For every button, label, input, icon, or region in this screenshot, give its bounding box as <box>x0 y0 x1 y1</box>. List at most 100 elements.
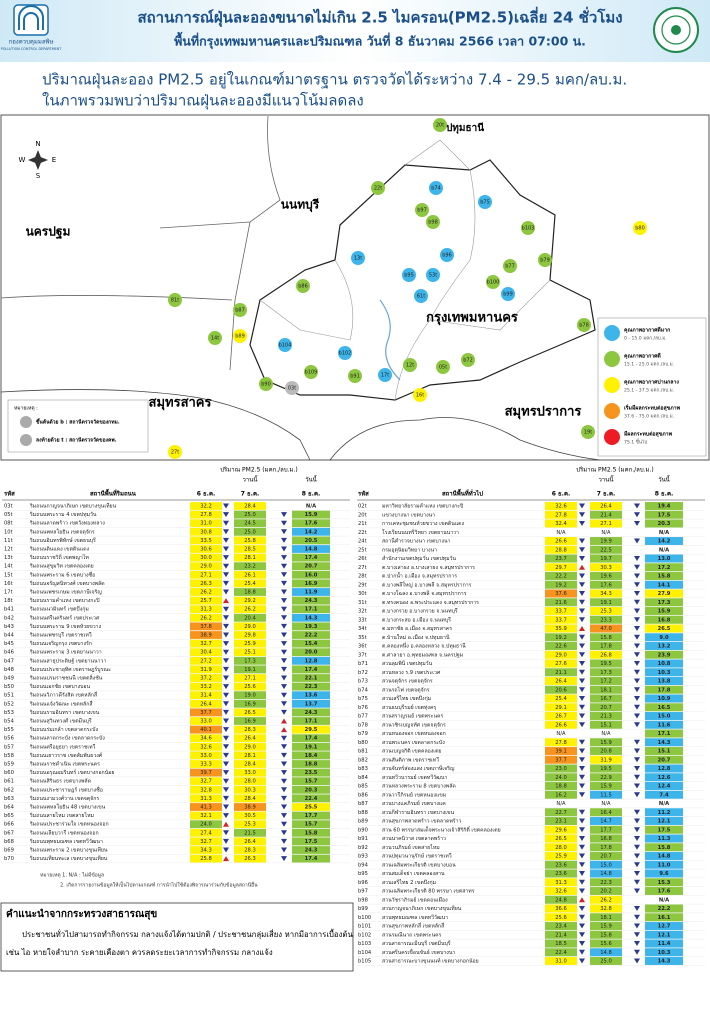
value-cell <box>590 659 622 668</box>
value: 16.9 <box>244 701 256 707</box>
value: 27.8 <box>555 740 567 746</box>
value: 15.9 <box>305 512 318 518</box>
value: N/A <box>659 897 669 903</box>
station-label: b79 <box>540 258 550 264</box>
value-cell <box>234 837 266 846</box>
value-cell <box>234 648 266 657</box>
trend-arrow <box>579 564 585 570</box>
value-cell <box>590 922 622 930</box>
station-code: 17t <box>4 590 13 596</box>
station-code: b90 <box>358 827 368 833</box>
trend-arrow <box>281 709 287 715</box>
value: 31.0 <box>555 959 567 965</box>
value-cell <box>545 650 577 659</box>
station-name: โรงเรียนนนทรีวิทยา เขตยานนาวา <box>382 529 459 536</box>
value-cell <box>190 846 222 854</box>
value: N/A <box>601 530 611 536</box>
trend-arrow <box>281 838 287 844</box>
value-cell <box>292 545 330 553</box>
station-name: ริมถนนสาธุประดิษฐ์ เขตยานนาวา <box>30 657 107 664</box>
value: 15.0 <box>658 714 671 720</box>
value: N/A <box>556 801 566 807</box>
station-name: ริมถนนอินทรพิทักษ์ เขตธนบุรี <box>30 537 96 544</box>
value-cell <box>645 930 683 939</box>
station-name: สวนจตุจักร เขตจตุจักร <box>382 678 433 685</box>
trend-arrow <box>634 766 640 771</box>
trend-arrow <box>634 888 640 894</box>
value: 26.4 <box>555 679 567 685</box>
station-code: 32t <box>358 609 367 615</box>
station-code: 29t <box>358 582 367 588</box>
value: 23.3 <box>600 617 612 623</box>
trend-arrow <box>281 804 287 810</box>
value-cell <box>645 554 683 563</box>
value: 32.6 <box>555 889 567 895</box>
value: 29.5 <box>305 727 318 733</box>
station-name: สวนทวีวนารมย์ เขตทวีวัฒนา <box>382 774 447 781</box>
value-cell <box>292 768 330 777</box>
value-cell <box>645 773 683 782</box>
station-name: ต.ทรงคนอง อ.พระประแดง จ.สมุทรปราการ <box>382 600 479 606</box>
value-cell <box>292 519 330 528</box>
station-code: 18t <box>4 598 13 604</box>
province-label: สมุทรสาคร <box>149 396 212 411</box>
value-cell <box>645 922 683 930</box>
station-code: 08t <box>4 521 13 527</box>
column-header: 7 ธ.ค. <box>241 491 260 498</box>
value: 12.4 <box>658 784 671 790</box>
trend-arrow <box>579 941 585 946</box>
station-marker <box>486 275 500 289</box>
value: 22.6 <box>555 644 567 650</box>
trend-arrow <box>281 701 287 707</box>
station-name: สวนสาธารณะบางขุนนนท์ เขตบางกอกน้อย <box>382 958 479 965</box>
value: 19.1 <box>305 744 318 750</box>
station-marker <box>429 181 443 195</box>
value: 17.6 <box>305 521 318 527</box>
value: 37.6 <box>555 591 567 597</box>
value-cell <box>645 502 683 510</box>
value-cell <box>545 825 577 834</box>
value-cell <box>292 828 330 837</box>
station-name: ริมถนนพระราม 4 เขตปทุมวัน <box>30 511 97 518</box>
value: 25.6 <box>244 684 256 690</box>
trend-arrow <box>223 804 229 810</box>
value-cell <box>292 674 330 682</box>
value-cell <box>590 650 622 659</box>
value-cell <box>190 656 222 665</box>
station-code: b86 <box>358 792 368 798</box>
value-cell <box>545 773 577 782</box>
trend-arrow <box>634 538 640 544</box>
compass-letter: S <box>36 172 41 180</box>
station-name: สวนเสรีไทย 2 เขตบึงกุ่ม <box>382 878 436 886</box>
station-marker <box>168 445 182 459</box>
value: 20.3 <box>305 787 318 793</box>
value-cell <box>545 922 577 930</box>
station-code: b76 <box>358 705 368 711</box>
station-name: ริมถนนวิภาวดีรังสิต เขตหลักสี่ <box>30 692 98 699</box>
value-cell <box>234 717 266 725</box>
value: 30.0 <box>200 555 212 561</box>
value: 22.2 <box>305 633 318 639</box>
value-cell <box>292 854 330 863</box>
trend-arrow <box>223 795 229 801</box>
value-cell <box>645 563 683 572</box>
value-cell <box>234 785 266 794</box>
trend-arrow <box>281 512 287 518</box>
value-cell <box>645 825 683 834</box>
trend-arrow <box>579 748 585 754</box>
station-marker <box>501 287 515 301</box>
value-cell <box>590 615 622 624</box>
value: 29.1 <box>555 705 567 711</box>
station-code: b81 <box>358 749 368 755</box>
station-name: สวนกาญจนาภิเษก เขตบางขุนเทียน <box>382 905 462 912</box>
station-label: b95 <box>404 273 414 279</box>
trend-arrow <box>634 643 640 649</box>
value: 13.7 <box>305 701 318 707</box>
station-marker <box>538 253 552 267</box>
value: 17.5 <box>305 839 318 845</box>
advice-line: เช่น ไอ หายใจลำบาก ระคายเคืองตา ควรลดระย… <box>6 948 273 957</box>
map: หมายเหตุ : ขึ้นต้นด้วย b : สถานีตรวจวัดข… <box>0 114 710 461</box>
value: 37.2 <box>200 676 212 682</box>
value-cell <box>292 553 330 562</box>
trend-arrow <box>634 652 640 658</box>
